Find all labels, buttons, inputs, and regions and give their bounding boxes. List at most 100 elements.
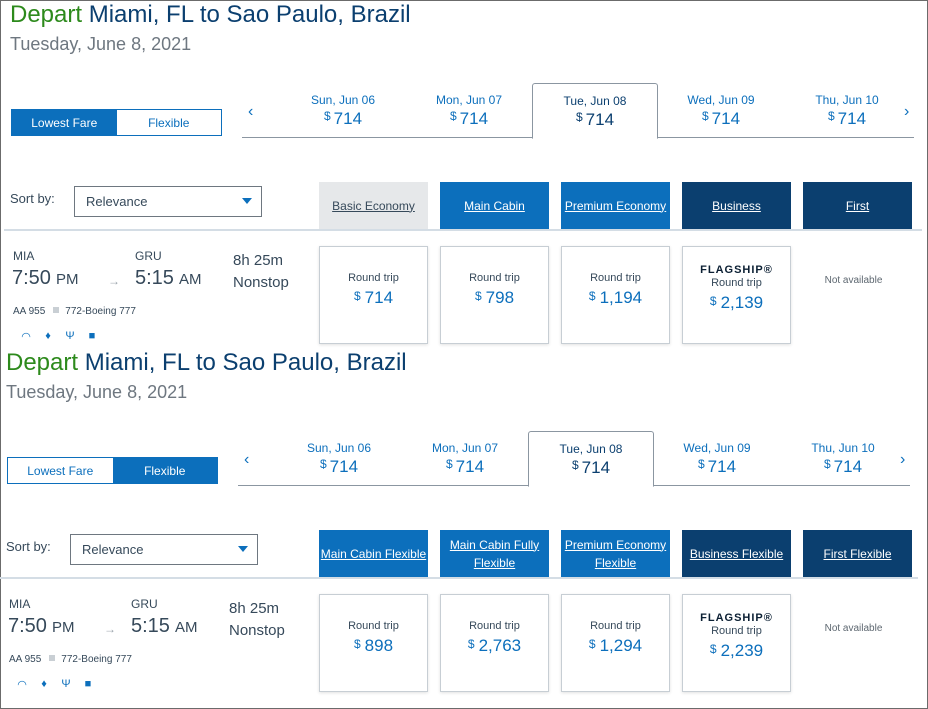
fare-type-label: Round trip bbox=[590, 620, 641, 632]
date-label: Tue, Jun 08 bbox=[563, 94, 627, 108]
lowest-fare-toggle[interactable]: Lowest Fare bbox=[12, 110, 117, 135]
flight-stops[interactable]: Nonstop bbox=[233, 274, 289, 291]
date-option[interactable]: Sun, Jun 06 $714 bbox=[276, 431, 402, 486]
date-option-selected[interactable]: Tue, Jun 08 $714 bbox=[528, 431, 654, 487]
chevron-right-icon[interactable]: › bbox=[904, 103, 910, 120]
first-not-available: Not available bbox=[824, 623, 883, 634]
date-option[interactable]: Wed, Jun 09 $714 bbox=[654, 431, 780, 486]
fare-price: $1,294 bbox=[562, 636, 669, 656]
date-price: $714 bbox=[533, 110, 657, 130]
arrive-ampm: AM bbox=[178, 271, 202, 288]
arrive-time: 5:15 AM bbox=[131, 615, 197, 638]
price-value: 2,239 bbox=[720, 641, 764, 660]
date-label: Mon, Jun 07 bbox=[431, 441, 499, 455]
fare-type-label: Round trip bbox=[590, 272, 641, 284]
entertainment-icon: ■ bbox=[84, 678, 92, 690]
sort-select[interactable]: Relevance bbox=[74, 186, 262, 217]
fare-option[interactable]: FLAGSHIP® Round trip $2,139 bbox=[682, 246, 791, 344]
flagship-brand: FLAGSHIP® bbox=[700, 612, 773, 624]
currency-symbol: $ bbox=[319, 457, 327, 471]
chevron-right-icon[interactable]: › bbox=[900, 451, 906, 468]
lowest-fare-toggle[interactable]: Lowest Fare bbox=[8, 458, 113, 483]
fare-option[interactable]: Round trip $2,763 bbox=[440, 594, 549, 692]
cabin-tab[interactable]: Main Cabin Fully Flexible bbox=[440, 530, 549, 577]
destination-code: GRU bbox=[135, 249, 162, 263]
arrive-time-value: 5:15 bbox=[131, 615, 170, 637]
date-label: Thu, Jun 10 bbox=[811, 441, 875, 455]
date-option[interactable]: Mon, Jun 07 $714 bbox=[406, 83, 532, 138]
fare-option[interactable]: Round trip $898 bbox=[319, 594, 428, 692]
fare-type-label: Round trip bbox=[348, 272, 399, 284]
date-price: $714 bbox=[402, 457, 528, 477]
flagship-brand: FLAGSHIP® bbox=[700, 264, 773, 276]
currency-symbol: $ bbox=[827, 109, 835, 123]
date-label: Tue, Jun 08 bbox=[559, 442, 623, 456]
date-carousel: ‹ Sun, Jun 06 $714 Mon, Jun 07 $714 Tue, Jun… bbox=[238, 431, 910, 487]
arrive-time-value: 5:15 bbox=[135, 267, 174, 289]
currency-symbol: $ bbox=[449, 109, 457, 123]
chevron-left-icon[interactable]: ‹ bbox=[248, 103, 254, 120]
date-option-selected[interactable]: Tue, Jun 08 $714 bbox=[532, 83, 658, 139]
fare-type-toggle: Lowest Fare Flexible bbox=[11, 109, 222, 136]
cabin-tab[interactable]: Premium Economy Flexible bbox=[561, 530, 670, 577]
cabin-tab[interactable]: Premium Economy bbox=[561, 182, 670, 229]
date-option[interactable]: Mon, Jun 07 $714 bbox=[402, 431, 528, 486]
sort-label: Sort by: bbox=[6, 539, 51, 554]
flight-number[interactable]: AA 955 bbox=[13, 306, 46, 317]
flight-details: AA 955 772-Boeing 777 bbox=[9, 654, 132, 665]
destination-code: GRU bbox=[131, 597, 158, 611]
price-value: 1,194 bbox=[599, 288, 643, 307]
fare-option[interactable]: Round trip $798 bbox=[440, 246, 549, 344]
flight-results-section: Depart Miami, FL to Sao Paulo, Brazil Tu… bbox=[0, 348, 928, 698]
cabin-tab[interactable]: First Flexible bbox=[803, 530, 912, 577]
title-depart: Depart bbox=[10, 1, 83, 28]
currency-symbol: $ bbox=[709, 642, 717, 656]
date-option[interactable]: Thu, Jun 10 $714 bbox=[780, 431, 906, 486]
price-value: 714 bbox=[585, 110, 615, 129]
cabin-tab[interactable]: Business bbox=[682, 182, 791, 229]
currency-symbol: $ bbox=[323, 109, 331, 123]
depart-ampm: PM bbox=[55, 271, 79, 288]
flexible-toggle[interactable]: Flexible bbox=[116, 110, 221, 135]
flight-results-section: Depart Miami, FL to Sao Paulo, Brazil Tu… bbox=[4, 0, 928, 350]
date-price: $714 bbox=[784, 109, 910, 129]
price-value: 2,139 bbox=[720, 293, 764, 312]
currency-symbol: $ bbox=[445, 457, 453, 471]
price-value: 714 bbox=[364, 288, 394, 307]
page-title: Depart Miami, FL to Sao Paulo, Brazil bbox=[10, 1, 411, 29]
cabin-tab[interactable]: Main Cabin Flexible bbox=[319, 530, 428, 577]
fare-option[interactable]: Round trip $1,194 bbox=[561, 246, 670, 344]
wifi-icon: ◠ bbox=[21, 331, 31, 343]
price-value: 714 bbox=[707, 457, 737, 476]
date-option[interactable]: Sun, Jun 06 $714 bbox=[280, 83, 406, 138]
chevron-left-icon[interactable]: ‹ bbox=[244, 451, 250, 468]
usb-icon: Ψ bbox=[61, 678, 71, 690]
fare-type-label: Round trip bbox=[711, 625, 762, 637]
flexible-toggle[interactable]: Flexible bbox=[112, 458, 217, 483]
flight-duration: 8h 25m bbox=[233, 252, 284, 269]
date-option[interactable]: Wed, Jun 09 $714 bbox=[658, 83, 784, 138]
date-label: Thu, Jun 10 bbox=[815, 93, 879, 107]
depart-ampm: PM bbox=[51, 619, 75, 636]
date-option[interactable]: Thu, Jun 10 $714 bbox=[784, 83, 910, 138]
sort-select[interactable]: Relevance bbox=[70, 534, 258, 565]
date-label: Wed, Jun 09 bbox=[683, 441, 751, 455]
cabin-tab[interactable]: Basic Economy bbox=[319, 182, 428, 229]
fare-price: $1,194 bbox=[562, 288, 669, 308]
aircraft-type[interactable]: 772-Boeing 777 bbox=[65, 306, 136, 317]
currency-symbol: $ bbox=[474, 289, 482, 303]
fare-price: $2,763 bbox=[441, 636, 548, 656]
cabin-tab[interactable]: Business Flexible bbox=[682, 530, 791, 577]
fare-option[interactable]: FLAGSHIP® Round trip $2,239 bbox=[682, 594, 791, 692]
aircraft-type[interactable]: 772-Boeing 777 bbox=[61, 654, 132, 665]
fare-type-label: Round trip bbox=[348, 620, 399, 632]
flight-stops[interactable]: Nonstop bbox=[229, 622, 285, 639]
cabin-tab[interactable]: Main Cabin bbox=[440, 182, 549, 229]
currency-symbol: $ bbox=[588, 289, 596, 303]
fare-option[interactable]: Round trip $1,294 bbox=[561, 594, 670, 692]
flight-number[interactable]: AA 955 bbox=[9, 654, 42, 665]
date-label: Mon, Jun 07 bbox=[435, 93, 503, 107]
fare-option[interactable]: Round trip $714 bbox=[319, 246, 428, 344]
cabin-tab[interactable]: First bbox=[803, 182, 912, 229]
title-depart: Depart bbox=[6, 349, 79, 376]
